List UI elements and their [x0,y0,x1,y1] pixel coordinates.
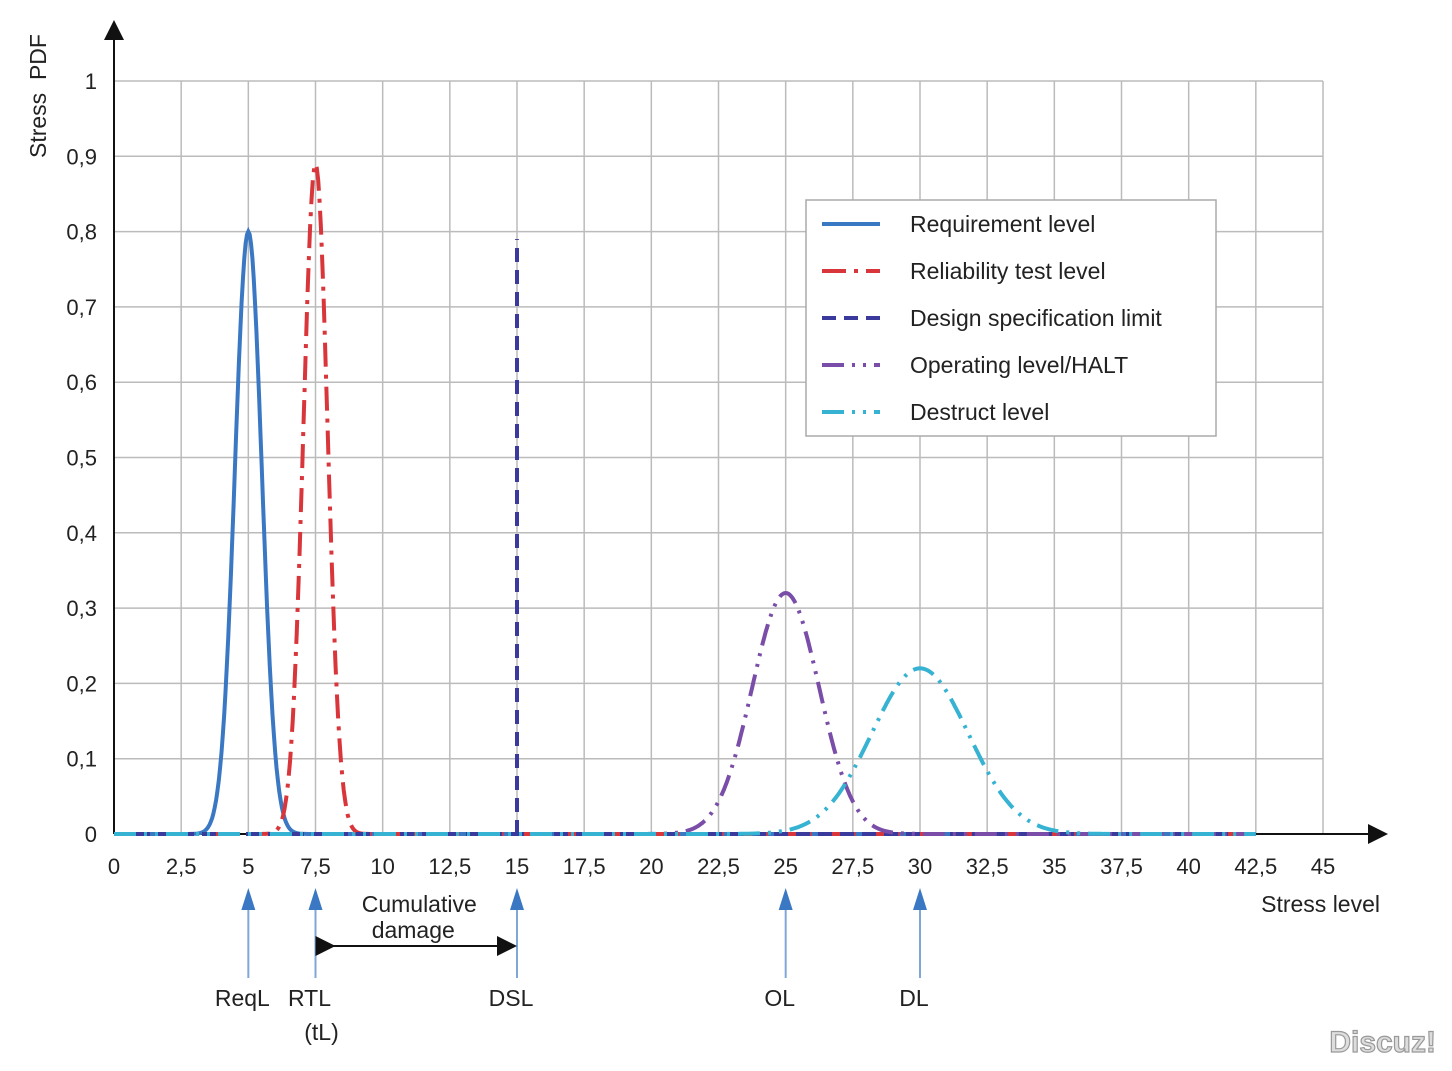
x-tick-label: 12,5 [428,854,471,879]
x-axis-label: Stress level [1261,891,1380,917]
y-axis-label: Stress PDF [25,34,51,158]
x-tick-label: 35 [1042,854,1066,879]
marker-arrowhead [778,888,793,910]
y-tick-label: 0,6 [66,370,97,395]
y-tick-label: 0,1 [66,747,97,772]
x-tick-label: 2,5 [166,854,197,879]
y-tick-label: 0,7 [66,295,97,320]
legend-label: Requirement level [910,211,1095,237]
legend-label: Operating level/HALT [910,352,1128,378]
grid [113,80,1324,835]
x-tick-label: 20 [639,854,663,879]
x-tick-label: 30 [908,854,932,879]
marker-label: DSL [489,985,534,1011]
marker-label: DL [899,985,929,1011]
x-tick-label: 7,5 [300,854,331,879]
marker-label: RTL [288,985,331,1011]
x-tick-label: 10 [370,854,394,879]
y-tick-label: 0,5 [66,446,97,471]
marker-arrowhead [308,888,323,910]
x-tick-label: 42,5 [1234,854,1277,879]
x-tick-label: 40 [1176,854,1200,879]
x-tick-label: 45 [1311,854,1335,879]
x-tick-label: 37,5 [1100,854,1143,879]
x-tick-label: 5 [242,854,254,879]
watermark: Discuz! [1329,1026,1436,1059]
x-tick-label: 32,5 [966,854,1009,879]
legend-label: Design specification limit [910,305,1162,331]
x-tick-label: 22,5 [697,854,740,879]
y-tick-label: 0,3 [66,596,97,621]
x-tick-label: 0 [108,854,120,879]
x-tick-label: 25 [773,854,797,879]
y-tick-label: 0 [85,822,97,847]
marker-arrowhead [913,888,927,910]
marker-arrowhead [510,888,524,910]
legend-label: Destruct level [910,399,1049,425]
annotation-label: damage [372,917,455,943]
legend: Requirement level Reliability test level D… [805,199,1217,437]
x-tick-label: 17,5 [563,854,606,879]
marker-sublabel: (tL) [304,1019,339,1045]
marker-label: ReqL [215,985,270,1011]
marker-arrowhead [241,888,256,910]
y-tick-label: 0,9 [66,144,97,169]
y-tick-label: 0,4 [66,521,97,546]
legend-label: Reliability test level [910,258,1106,284]
x-tick-label: 15 [505,854,529,879]
annotation-label: Cumulative [362,891,477,917]
y-tick-label: 0,2 [66,671,97,696]
y-tick-label: 1 [85,69,97,94]
x-tick-label: 27,5 [831,854,874,879]
series-group [114,157,1256,836]
marker-label: OL [764,985,795,1011]
y-tick-label: 0,8 [66,220,97,245]
